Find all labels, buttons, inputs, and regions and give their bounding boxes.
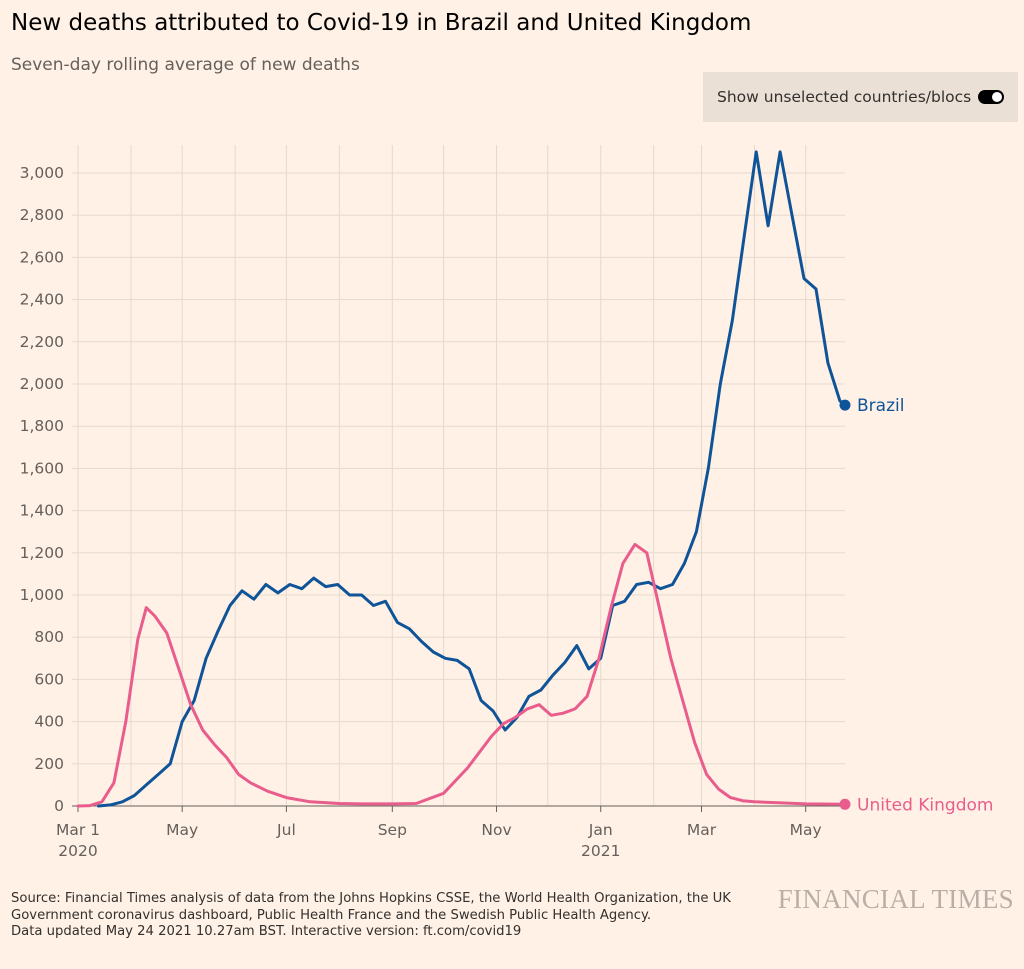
source-line-2: Government coronavirus dashboard, Public…	[11, 907, 652, 923]
x-tick-sublabel: 2020	[58, 842, 97, 860]
x-tick-label: Mar	[687, 821, 717, 839]
y-tick-label: 2,800	[20, 206, 64, 224]
x-tick-label: May	[790, 821, 822, 839]
y-tick-label: 2,400	[20, 291, 64, 309]
series-lines	[76, 150, 847, 808]
y-tick-label: 2,200	[20, 333, 64, 351]
x-tick-label: Jul	[276, 821, 296, 839]
y-tick-label: 0	[54, 797, 64, 815]
vertical-gridlines	[77, 145, 807, 806]
source-line-1: Source: Financial Times analysis of data…	[11, 891, 731, 906]
toggle-knob	[992, 92, 1002, 102]
y-tick-label: 3,000	[20, 164, 64, 182]
x-tick-label: Jan	[588, 821, 613, 839]
series-end-labels: Brazil United Kingdom	[839, 396, 993, 815]
brazil-label: Brazil	[857, 396, 904, 416]
y-axis-tick-labels: 0 200 400 600 800 1,000 1,200 1,400 1,600 1,800 2,…	[20, 164, 64, 815]
chart-subtitle: Seven-day rolling average of new deaths	[11, 55, 360, 75]
toggle-switch-icon[interactable]	[978, 90, 1004, 104]
y-tick-label: 1,200	[20, 544, 64, 562]
y-tick-label: 1,800	[20, 417, 64, 435]
y-tick-label: 200	[34, 755, 64, 773]
y-tick-label: 1,600	[20, 459, 64, 477]
chart-title: New deaths attributed to Covid-19 in Bra…	[11, 10, 752, 36]
x-axis-ticks	[77, 806, 807, 812]
y-tick-label: 1,000	[20, 586, 64, 604]
financial-times-logo: FINANCIAL TIMES	[777, 884, 1014, 914]
brazil-end-dot	[839, 399, 851, 411]
show-unselected-toggle[interactable]: Show unselected countries/blocs	[703, 72, 1018, 122]
line-chart: 0 200 400 600 800 1,000 1,200 1,400 1,600 1,800 2,…	[20, 145, 993, 860]
data-updated-link[interactable]: Data updated May 24 2021 10.27am BST. In…	[11, 924, 522, 939]
y-tick-label: 800	[34, 628, 64, 646]
y-tick-label: 1,400	[20, 502, 64, 520]
x-tick-label: Sep	[378, 821, 407, 839]
x-tick-label: Nov	[481, 821, 511, 839]
y-tick-label: 400	[34, 713, 64, 731]
x-tick-label: Mar 1	[56, 821, 100, 839]
brazil-line	[97, 150, 847, 808]
y-tick-label: 600	[34, 670, 64, 688]
x-axis-tick-labels: Mar 1 2020 May Jul Sep Nov Jan 2021 Mar May	[56, 821, 822, 860]
x-tick-label: May	[166, 821, 198, 839]
footer-source: Source: Financial Times analysis of data…	[11, 891, 751, 941]
x-tick-sublabel: 2021	[581, 842, 620, 860]
y-tick-label: 2,000	[20, 375, 64, 393]
united-kingdom-end-dot	[839, 798, 851, 810]
toggle-label: Show unselected countries/blocs	[717, 88, 972, 106]
united-kingdom-label: United Kingdom	[857, 795, 993, 815]
y-tick-label: 2,600	[20, 248, 64, 266]
united-kingdom-line	[76, 542, 847, 808]
